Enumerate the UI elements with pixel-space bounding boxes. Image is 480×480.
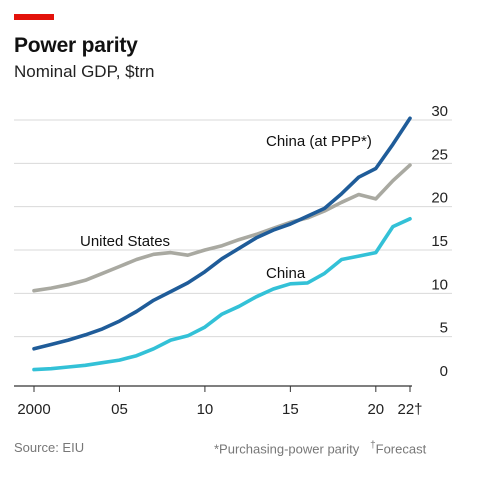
series-label-china-ppp: China (at PPP*)	[266, 133, 372, 150]
chart-title: Power parity	[14, 34, 138, 57]
x-tick-label-2010: 10	[197, 401, 214, 418]
x-tick-label-2005: 05	[111, 401, 128, 418]
series-line-china-ppp	[32, 116, 412, 351]
y-tick-label-20: 20	[431, 190, 448, 207]
series-label-china: China	[266, 265, 306, 282]
series-lines	[32, 116, 412, 372]
x-tick-label-2020: 20	[367, 401, 384, 418]
source-note: Source: EIU	[14, 440, 85, 455]
series-labels: China (at PPP*) United States China	[80, 133, 372, 282]
chart-subtitle: Nominal GDP, $trn	[14, 62, 155, 81]
y-tick-label-15: 15	[431, 233, 448, 250]
footnote: *Purchasing-power parity †Forecast	[214, 440, 426, 456]
accent-bar	[14, 14, 54, 20]
series-line-china	[32, 217, 412, 372]
y-tick-label-25: 25	[431, 146, 448, 163]
footnote-ppp: *Purchasing-power parity	[214, 441, 360, 457]
x-tick-label-2000: 2000	[17, 401, 50, 418]
footnote-forecast: Forecast	[375, 441, 427, 457]
y-tick-label-0: 0	[440, 363, 448, 380]
series-label-united-states: United States	[80, 233, 170, 250]
y-tick-label-10: 10	[431, 276, 448, 293]
footnote-dagger: †	[370, 440, 376, 451]
y-tick-label-30: 30	[431, 103, 448, 120]
gridlines	[14, 119, 452, 392]
x-tick-label-2015: 15	[282, 401, 299, 418]
y-tick-label-5: 5	[440, 320, 448, 337]
x-tick-label-2022: 22†	[397, 401, 422, 418]
series-line-united-states	[32, 163, 412, 293]
